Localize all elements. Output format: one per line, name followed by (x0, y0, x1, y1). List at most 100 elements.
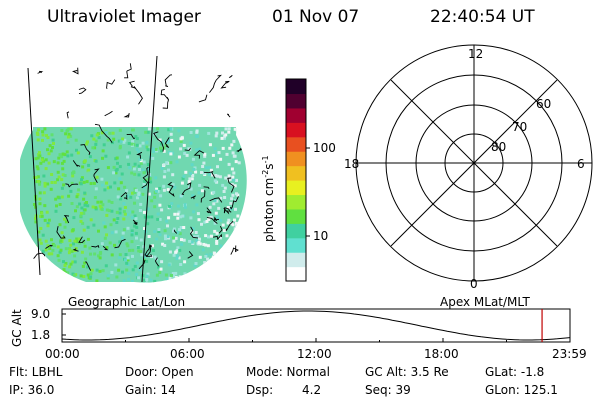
uv-pixel (198, 147, 202, 151)
uv-pixel (43, 280, 47, 283)
uv-pixel (185, 153, 189, 157)
uv-pixel (78, 241, 82, 245)
uv-pixel (94, 139, 98, 143)
uv-pixel (189, 141, 193, 145)
uv-pixel (40, 158, 44, 162)
uv-pixel (72, 242, 75, 246)
uv-pixel (96, 200, 100, 204)
uv-pixel (234, 277, 238, 281)
uv-pixel (214, 274, 218, 278)
uv-pixel (110, 231, 114, 235)
uv-pixel (126, 213, 130, 217)
uv-pixel (227, 267, 231, 271)
uv-pixel (170, 202, 174, 206)
uv-pixel (208, 143, 212, 147)
uv-pixel (74, 138, 78, 142)
alt-xtick-0600: 06:00 (170, 347, 205, 361)
uv-pixel (170, 274, 173, 277)
uv-pixel (145, 140, 149, 144)
uv-pixel (150, 199, 154, 203)
uv-pixel (204, 166, 208, 170)
uv-pixel (235, 192, 238, 196)
uv-pixel (39, 161, 43, 165)
uv-pixel (149, 278, 153, 282)
coastline-segment (206, 216, 218, 224)
uv-pixel (87, 168, 91, 172)
polar-plot (355, 44, 593, 282)
uv-pixel (79, 219, 83, 223)
uv-pixel (101, 203, 105, 207)
uv-pixel (97, 136, 101, 140)
coastline-segment (228, 74, 233, 79)
uv-pixel (194, 262, 198, 265)
uv-pixel (182, 226, 186, 229)
uv-pixel (112, 218, 116, 222)
coastline-segment (164, 137, 170, 148)
uv-pixel (114, 230, 118, 234)
uv-pixel (129, 195, 133, 199)
uv-pixel (225, 152, 229, 156)
uv-pixel (188, 177, 192, 181)
uv-pixel (168, 250, 172, 254)
alt-xtick-1800: 18:00 (424, 347, 459, 361)
uv-pixel (211, 153, 215, 157)
uv-pixel (79, 211, 83, 215)
uv-pixel (100, 131, 104, 135)
uv-pixel (70, 153, 74, 157)
uv-pixel (75, 237, 79, 241)
uv-pixel (216, 174, 220, 178)
uv-pixel (209, 252, 213, 256)
coastline-segment (200, 189, 206, 203)
uv-pixel (34, 157, 38, 161)
uv-pixel (69, 127, 73, 131)
uv-pixel (182, 238, 186, 242)
uv-pixel (127, 162, 131, 166)
uv-pixel (163, 229, 167, 233)
uv-pixel (86, 140, 89, 144)
uv-pixel (97, 229, 100, 233)
uv-pixel (156, 217, 160, 221)
uv-pixel (121, 270, 124, 274)
uv-pixel (53, 180, 57, 184)
uv-pixel (206, 244, 210, 248)
uv-pixel (205, 275, 209, 279)
uv-pixel (166, 235, 170, 239)
uv-pixel (75, 240, 79, 244)
uv-pixel (151, 249, 155, 252)
uv-pixel (126, 155, 130, 159)
uv-pixel (42, 266, 45, 269)
uv-pixel (59, 239, 63, 243)
uv-pixel (111, 131, 115, 135)
uv-pixel (42, 174, 46, 178)
uv-pixel (83, 244, 87, 248)
coastline-segment (173, 229, 178, 234)
uv-pixel (42, 191, 46, 195)
uv-pixel (212, 190, 216, 194)
uv-pixel (79, 274, 83, 278)
uv-pixel (38, 202, 42, 206)
uv-pixel (198, 183, 202, 187)
uv-pixel (74, 247, 78, 250)
uv-pixel (58, 269, 62, 273)
uv-pixel (72, 273, 76, 277)
uv-pixel (163, 234, 167, 238)
uv-pixel (58, 270, 62, 274)
colorbar-segment (286, 93, 306, 109)
date-label: 01 Nov 07 (272, 7, 360, 27)
uv-pixel (56, 195, 60, 199)
colorbar-segment (286, 79, 306, 95)
uv-pixel (165, 161, 169, 165)
uv-pixel (141, 192, 145, 196)
uv-pixel (82, 211, 86, 215)
uv-pixel (191, 227, 195, 231)
uv-pixel (188, 239, 192, 243)
uv-pixel (39, 214, 42, 218)
uv-pixel (107, 199, 111, 203)
uv-pixel (75, 148, 78, 152)
uv-pixel (141, 168, 145, 172)
uv-pixel (229, 201, 233, 205)
uv-pixel (48, 144, 52, 148)
uv-pixel (215, 151, 219, 155)
uv-pixel (235, 178, 238, 182)
coastline-segment (160, 88, 169, 100)
